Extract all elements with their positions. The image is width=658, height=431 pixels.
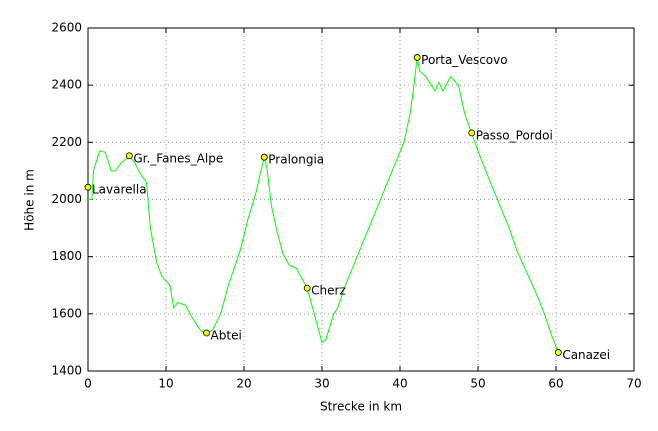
y-tick-label: 1600 xyxy=(51,306,82,320)
x-tick-label: 50 xyxy=(470,377,485,391)
x-tick-label: 20 xyxy=(236,377,251,391)
waypoint xyxy=(303,284,311,292)
x-tick-label: 30 xyxy=(314,377,329,391)
waypoint-label: Passo_Pordoi xyxy=(476,128,553,142)
waypoint-label: Gr._Fanes_Alpe xyxy=(133,151,223,165)
y-tick-label: 1400 xyxy=(51,364,82,378)
y-tick-label: 2200 xyxy=(51,135,82,149)
waypoint xyxy=(203,329,210,337)
waypoint xyxy=(125,152,133,160)
waypoint-label: Pralongia xyxy=(268,153,324,167)
waypoint xyxy=(413,54,421,61)
waypoint-label: Porta_Vescovo xyxy=(421,53,507,67)
x-tick-label: 10 xyxy=(158,377,173,391)
x-tick-label: 0 xyxy=(84,377,92,391)
y-axis-label: Höhe in m xyxy=(23,169,37,231)
waypoint-label: Canazei xyxy=(562,348,610,362)
x-tick-label: 40 xyxy=(392,377,407,391)
y-tick-label: 2400 xyxy=(51,78,82,92)
waypoint-label: Lavarella xyxy=(92,183,147,197)
waypoint-label: Abtei xyxy=(211,328,242,342)
waypoint xyxy=(260,153,268,161)
x-tick-label: 60 xyxy=(548,377,563,391)
waypoint xyxy=(468,129,476,137)
y-tick-label: 2000 xyxy=(51,192,82,206)
waypoint xyxy=(84,183,92,191)
x-axis-label: Strecke in km xyxy=(320,400,402,414)
waypoint-label: Cherz xyxy=(311,284,346,298)
y-tick-label: 2600 xyxy=(51,21,82,35)
x-tick-label: 70 xyxy=(626,377,641,391)
y-tick-label: 1800 xyxy=(51,249,82,263)
waypoint xyxy=(554,349,562,356)
elevation-line xyxy=(88,56,559,353)
